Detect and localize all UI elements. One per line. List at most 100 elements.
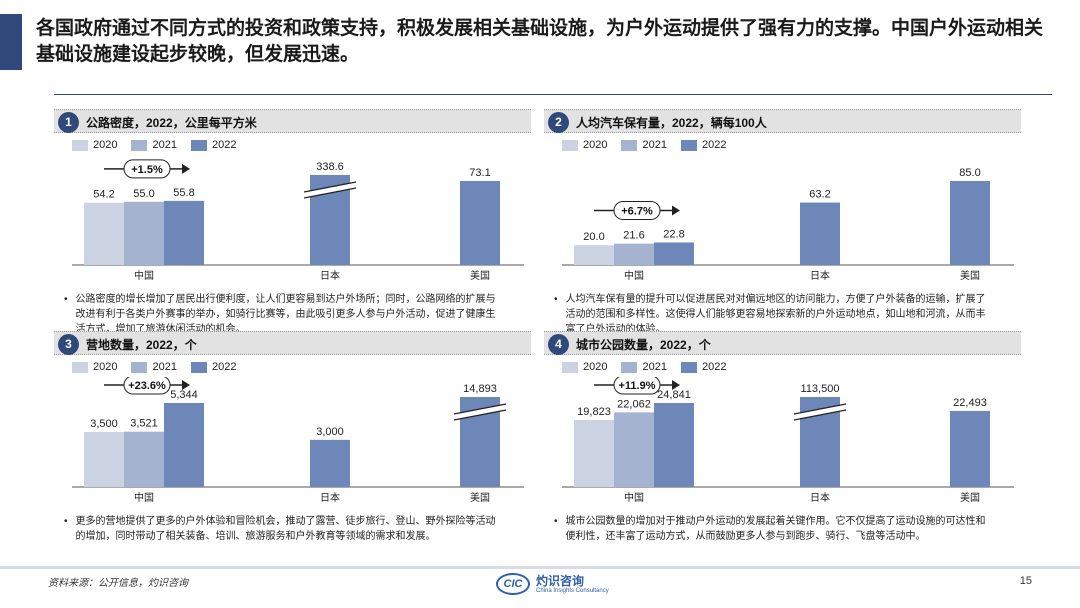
growth-badge [123, 377, 171, 395]
data-label: 55.0 [133, 188, 154, 200]
bullet-dot: • [554, 516, 558, 527]
data-label: 5,344 [170, 389, 198, 401]
bar-中国-2022 [164, 200, 204, 265]
legend-item-2020: 2020 [72, 139, 117, 151]
legend-swatch [621, 139, 638, 151]
accent-bar [0, 14, 22, 70]
data-label: 85.0 [959, 167, 980, 179]
legend-swatch [72, 361, 88, 373]
data-label: 14,893 [463, 383, 497, 395]
legend-item-2021: 2021 [621, 361, 667, 373]
bar-美国-2022 [460, 181, 500, 265]
legend-swatch [131, 139, 148, 151]
axis-break-line [303, 187, 357, 199]
legend-item-2021: 2021 [131, 139, 177, 151]
legend-item-2020: 2020 [72, 361, 117, 373]
legend-swatch [190, 139, 207, 151]
data-label: 3,000 [316, 426, 344, 438]
panel-number-badge: 3 [58, 334, 79, 355]
bar-中国-2021 [614, 243, 654, 265]
page-number: 15 [1019, 575, 1032, 587]
bullet-text: 城市公园数量的增加对于推动户外运动的发展起着关键作用。它不仅提高了运动设施的可达… [565, 516, 986, 542]
panel-title: 人均汽车保有量，2022，辆每100人 [576, 116, 767, 130]
bullet-text: 公路密度的增长增加了居民出行便利度，让人们更容易到达户外场所；同时，公路网络的扩… [75, 294, 496, 335]
axis-break-line [453, 409, 507, 421]
category-label: 中国 [134, 491, 154, 504]
legend: 2020 2021 2022 [562, 361, 726, 373]
growth-badge [613, 200, 661, 220]
data-label: 24,841 [657, 389, 691, 401]
logo-name: 灼识咨询 [536, 573, 585, 588]
category-label: 中国 [624, 491, 644, 504]
panel-header: 3 营地数量，2022，个 [54, 331, 531, 355]
source-note: 资料来源：公开信息，灼识咨询 [48, 578, 188, 589]
bar-chart: 20.0 21.6 22.8 中国 63.2 日本 85.0 美国 +6.7% [562, 167, 1014, 282]
bar-中国-2022 [654, 242, 694, 265]
bullet-text: 人均汽车保有量的提升可以促进居民对对偏远地区的访问能力，方便了户外装备的运输，扩… [565, 294, 986, 335]
category-label: 美国 [470, 269, 490, 282]
legend-item-2021: 2021 [621, 139, 667, 151]
legend-item-2022: 2022 [190, 361, 236, 373]
bar-chart: 3,500 3,521 5,344 中国 3,000 日本 14,893 美国 +23.6% [72, 377, 524, 504]
bar-日本-2022 [800, 202, 840, 265]
data-label: 73.1 [469, 167, 490, 179]
legend-label: 2022 [211, 139, 237, 151]
legend-label: 2022 [701, 139, 727, 151]
legend-swatch [72, 139, 88, 151]
legend-item-2021: 2021 [131, 361, 177, 373]
page-headline: 各国政府通过不同方式的投资和政策支持，积极发展相关基础设施，为户外运动提供了强有… [36, 18, 1044, 65]
category-label: 日本 [320, 491, 340, 504]
data-label: 22,062 [617, 398, 651, 410]
header-divider [54, 94, 1052, 95]
growth-arrow-head [672, 380, 680, 390]
legend-label: 2020 [93, 361, 118, 373]
axis-break-line [303, 181, 357, 193]
legend: 2020 2021 2022 [562, 139, 726, 151]
category-label: 美国 [960, 491, 980, 504]
logo-subtitle: China Insights Consultancy [536, 587, 609, 594]
bar-中国-2022 [654, 403, 694, 487]
bar-中国-2020 [84, 431, 124, 487]
bar-中国-2021 [124, 431, 164, 487]
legend-item-2020: 2020 [562, 361, 607, 373]
legend-label: 2021 [152, 139, 177, 151]
logo-wordmark: 灼识咨询 China Insights Consultancy [536, 573, 609, 594]
axis-break-line [793, 403, 847, 415]
axis-break-line [453, 403, 507, 415]
panel-header: 2 人均汽车保有量，2022，辆每100人 [544, 109, 1021, 133]
growth-rate-label: +6.7% [621, 205, 653, 217]
bar-中国-2020 [574, 419, 614, 487]
category-label: 中国 [134, 269, 154, 282]
panel-header: 4 城市公园数量，2022，个 [544, 331, 1021, 355]
axis-break-line [793, 409, 847, 421]
growth-rate-label: +23.6% [128, 380, 166, 392]
bar-日本-2022 [310, 439, 350, 487]
panel-title: 公路密度，2022，公里每平方米 [86, 116, 257, 130]
bar-中国-2022 [164, 403, 204, 487]
axis-break-gap [453, 404, 507, 420]
legend-swatch [680, 139, 697, 151]
legend-swatch [190, 361, 207, 373]
bullet-point: • 人均汽车保有量的提升可以促进居民对对偏远地区的访问能力，方便了户外装备的运输… [554, 292, 994, 337]
data-label: 22.8 [663, 228, 684, 240]
bar-chart: 19,823 22,062 24,841 中国 113,500 日本 22,493 美国 +11… [562, 377, 1014, 504]
category-label: 中国 [624, 269, 644, 282]
data-label: 54.2 [93, 189, 114, 201]
legend-swatch [562, 139, 578, 151]
legend-item-2020: 2020 [562, 139, 607, 151]
legend-label: 2021 [642, 361, 667, 373]
category-label: 日本 [810, 269, 830, 282]
company-logo: CIC 灼识咨询 China Insights Consultancy [496, 573, 609, 595]
growth-rate-label: +11.9% [618, 380, 655, 392]
data-label: 22,493 [953, 397, 987, 409]
legend-swatch [621, 361, 638, 373]
bullet-dot: • [64, 516, 68, 527]
logo-mark: CIC [496, 573, 530, 595]
category-label: 美国 [960, 269, 980, 282]
category-label: 日本 [320, 269, 340, 282]
data-label: 113,500 [801, 383, 840, 395]
growth-arrow-head [672, 205, 680, 216]
data-label: 20.0 [583, 231, 604, 243]
legend-label: 2021 [642, 139, 667, 151]
bar-美国-2022 [950, 181, 990, 265]
